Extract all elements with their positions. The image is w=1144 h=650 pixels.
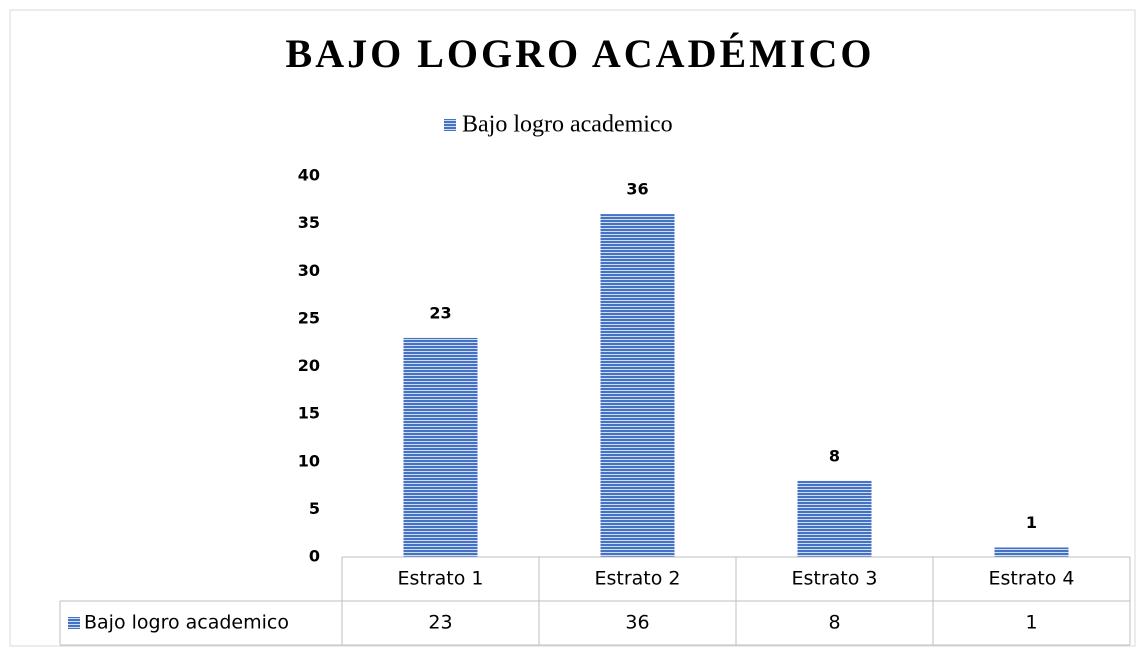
bar bbox=[403, 337, 478, 557]
data-label: 23 bbox=[429, 303, 451, 322]
legend-key bbox=[444, 119, 456, 131]
x-tick-label: Estrato 2 bbox=[594, 568, 680, 590]
table-value: 8 bbox=[828, 612, 840, 634]
table-row-label: Bajo logro academico bbox=[84, 612, 289, 634]
bar bbox=[797, 480, 872, 557]
table-value: 23 bbox=[428, 612, 452, 634]
data-label: 8 bbox=[829, 446, 840, 465]
chart-border bbox=[9, 9, 1136, 647]
y-tick-label: 10 bbox=[298, 451, 320, 470]
legend-label: Bajo logro academico bbox=[462, 112, 673, 138]
y-tick-label: 5 bbox=[309, 499, 320, 518]
table-value: 1 bbox=[1025, 612, 1037, 634]
data-label: 1 bbox=[1026, 513, 1037, 532]
table-value: 36 bbox=[625, 612, 649, 634]
chart-title: BAJO LOGRO ACADÉMICO bbox=[286, 31, 875, 76]
x-tick-label: Estrato 3 bbox=[791, 568, 877, 590]
y-tick-label: 15 bbox=[298, 404, 320, 423]
bar bbox=[994, 547, 1069, 557]
x-tick-label: Estrato 4 bbox=[988, 568, 1074, 590]
y-tick-label: 20 bbox=[298, 356, 320, 375]
y-tick-label: 0 bbox=[309, 547, 320, 566]
y-tick-label: 25 bbox=[298, 308, 320, 327]
bar bbox=[600, 214, 675, 557]
x-tick-label: Estrato 1 bbox=[397, 568, 483, 590]
y-tick-label: 30 bbox=[298, 261, 320, 280]
y-tick-label: 40 bbox=[298, 166, 320, 185]
table-legend-key bbox=[68, 617, 80, 629]
y-tick-label: 35 bbox=[298, 213, 320, 232]
data-label: 36 bbox=[626, 180, 648, 199]
